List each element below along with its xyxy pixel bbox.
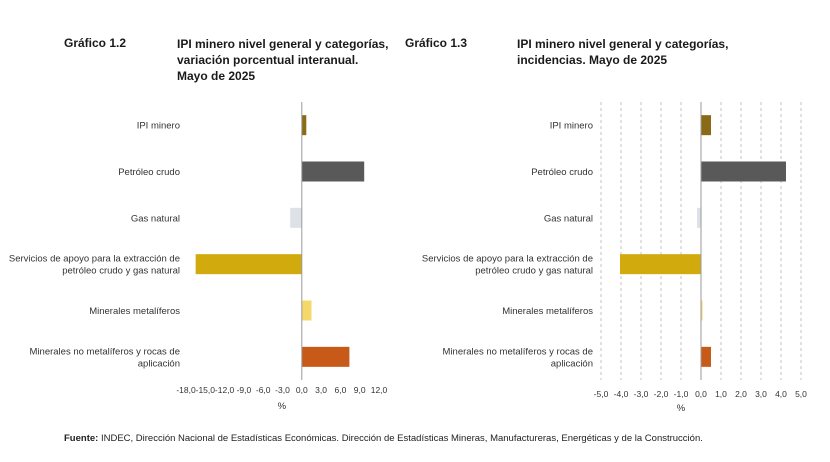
category-label: Minerales no metalíferos y rocas de aplic… — [443, 346, 593, 369]
source-note: Fuente: INDEC, Dirección Nacional de Est… — [64, 433, 703, 444]
x-tick-label: -3,0 — [275, 385, 290, 395]
x-tick-label: 9,0 — [354, 385, 366, 395]
x-tick-label: -18,0 — [176, 385, 196, 395]
bar-1 — [701, 161, 786, 182]
x-tick-label: -6,0 — [256, 385, 271, 395]
category-label: Petróleo crudo — [118, 167, 180, 178]
figure-title-line: variación porcentual interanual. — [177, 53, 359, 67]
x-axis-label: % — [278, 401, 287, 412]
category-label: Servicios de apoyo para la extracción de… — [422, 254, 593, 277]
bar-chart-incidence: IPI minero Petróleo crudo Gas natural Servi… — [422, 102, 807, 414]
x-tick-label: -5,0 — [594, 389, 609, 399]
bar-2 — [697, 207, 701, 228]
x-axis-label: % — [677, 403, 686, 414]
figure-number: Gráfico 1.3 — [405, 36, 468, 50]
category-label: Minerales no metalíferos y rocas de aplic… — [30, 346, 180, 369]
x-tick-label: 3,0 — [755, 389, 767, 399]
x-tick-label: -15,0 — [196, 385, 216, 395]
category-label: Petróleo crudo — [531, 167, 593, 178]
bar-5 — [301, 346, 350, 367]
bar-0 — [701, 115, 711, 136]
bar-chart-variation: IPI minero Petróleo crudo Gas natural Servi… — [9, 102, 388, 412]
source-text: INDEC, Dirección Nacional de Estadística… — [100, 433, 703, 444]
category-label: Gas natural — [544, 213, 593, 224]
category-label: IPI minero — [137, 121, 180, 132]
figure-title-line: incidencias. Mayo de 2025 — [517, 53, 668, 67]
x-tick-label: 0,0 — [296, 385, 308, 395]
source-label: Fuente: — [64, 433, 99, 444]
bar-0 — [301, 115, 307, 136]
x-tick-label: 12,0 — [371, 385, 388, 395]
bar-3 — [620, 254, 701, 275]
x-tick-label: 4,0 — [775, 389, 787, 399]
figure-title: IPI minero nivel general y categorías, v… — [177, 36, 407, 84]
x-tick-label: 6,0 — [334, 385, 346, 395]
x-tick-label: -1,0 — [674, 389, 689, 399]
chart-panel-incidence: Gráfico 1.3 IPI minero nivel general y c… — [405, 0, 830, 420]
bar-4 — [701, 300, 703, 321]
x-tick-label: 1,0 — [715, 389, 727, 399]
category-label: Minerales metalíferos — [89, 306, 180, 317]
figure-title: IPI minero nivel general y categorías, i… — [517, 36, 747, 68]
bar-1 — [301, 161, 365, 182]
category-label: Servicios de apoyo para la extracción de… — [9, 254, 180, 277]
x-tick-label: 3,0 — [315, 385, 327, 395]
x-tick-label: 0,0 — [695, 389, 707, 399]
x-tick-label: -9,0 — [237, 385, 252, 395]
x-tick-label: -3,0 — [634, 389, 649, 399]
figure-number: Gráfico 1.2 — [64, 36, 127, 50]
bar-5 — [701, 346, 711, 367]
x-tick-label: 5,0 — [795, 389, 807, 399]
bar-2 — [290, 207, 302, 228]
category-label: Gas natural — [131, 213, 180, 224]
x-tick-label: -2,0 — [654, 389, 669, 399]
chart-panel-variation: Gráfico 1.2 IPI minero nivel general y c… — [0, 0, 410, 420]
figure-title-line: Mayo de 2025 — [177, 69, 256, 83]
x-tick-label: 2,0 — [735, 389, 747, 399]
x-tick-label: -4,0 — [614, 389, 629, 399]
figure-title-line: IPI minero nivel general y categorías, — [517, 37, 729, 51]
category-label: Minerales metalíferos — [502, 306, 593, 317]
bar-3 — [195, 254, 302, 275]
figure-title-line: IPI minero nivel general y categorías, — [177, 37, 389, 51]
bar-4 — [301, 300, 312, 321]
category-label: IPI minero — [550, 121, 593, 132]
x-tick-label: -12,0 — [215, 385, 235, 395]
